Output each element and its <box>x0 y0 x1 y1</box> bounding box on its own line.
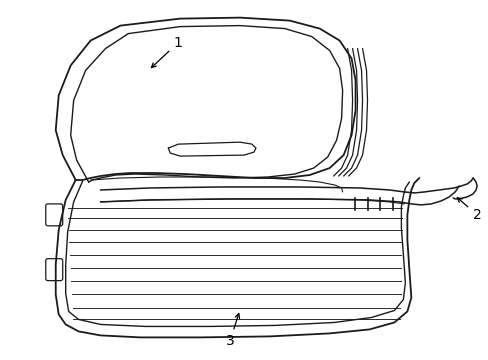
Text: 3: 3 <box>225 314 239 348</box>
Text: 2: 2 <box>456 198 481 222</box>
Text: 1: 1 <box>151 36 183 68</box>
